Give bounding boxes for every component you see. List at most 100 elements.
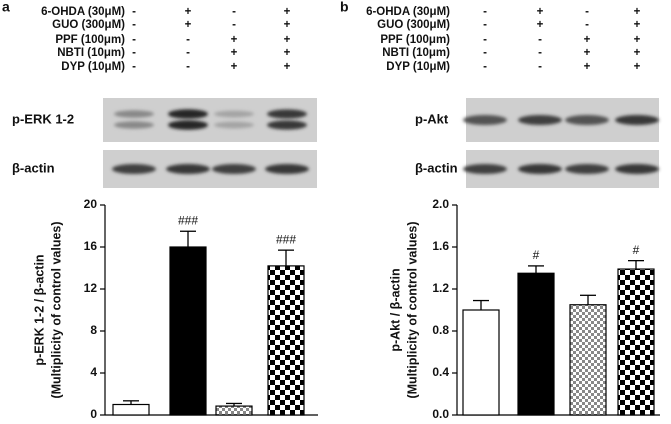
bar xyxy=(462,309,500,416)
y-axis-label: p-ERK 1-2 / β-actin xyxy=(32,254,46,365)
treatment-sign: - xyxy=(132,47,136,59)
y-tick-label: 16 xyxy=(84,239,98,253)
treatment-sign: + xyxy=(634,6,641,18)
treatment-sign: - xyxy=(132,34,136,46)
blot-band xyxy=(518,115,562,125)
treatment-sign: - xyxy=(538,34,542,46)
blot-band xyxy=(214,121,254,129)
blot-label: p-ERK 1-2 xyxy=(12,111,74,126)
treatment-sign: - xyxy=(186,34,190,46)
treatment-name: NBTI (10μm) xyxy=(382,47,450,59)
treatment-name: DYP (10μM) xyxy=(386,61,450,73)
y-axis-label: (Multiplicity of control values) xyxy=(405,221,419,398)
treatment-sign: - xyxy=(186,61,190,73)
significance-mark: # xyxy=(533,248,540,262)
y-tick-label: 1.6 xyxy=(432,239,449,253)
treatment-sign: - xyxy=(538,61,542,73)
significance-mark: # xyxy=(633,243,640,257)
treatment-sign: + xyxy=(634,47,641,59)
treatment-sign: - xyxy=(538,47,542,59)
y-tick-label: 20 xyxy=(84,197,98,211)
treatment-sign: + xyxy=(584,34,591,46)
y-axis-label: p-Akt / β-actin xyxy=(388,268,402,351)
y-tick-label: 0.8 xyxy=(432,323,449,337)
treatment-sign: + xyxy=(634,61,641,73)
bar xyxy=(169,246,207,416)
treatment-sign: - xyxy=(132,61,136,73)
y-axis-label: (Multiplicity of control values) xyxy=(49,221,63,398)
treatment-name: PPF (100μm) xyxy=(55,34,125,46)
blot-band xyxy=(463,164,507,174)
treatment-sign: - xyxy=(483,6,487,18)
blot-band xyxy=(267,120,307,130)
blot-band xyxy=(267,109,307,119)
treatment-sign: + xyxy=(634,34,641,46)
blot-band xyxy=(114,110,154,118)
bar xyxy=(617,268,655,416)
treatment-name: 6-OHDA (30μM) xyxy=(366,6,450,18)
significance-mark: ### xyxy=(276,232,296,246)
treatment-name: NBTI (10μm) xyxy=(57,47,125,59)
y-tick-label: 0.4 xyxy=(432,365,449,379)
treatment-sign: + xyxy=(284,19,291,31)
treatment-sign: + xyxy=(537,19,544,31)
y-tick-label: 0.0 xyxy=(432,407,449,421)
blot-band xyxy=(565,115,609,125)
blot-label: β-actin xyxy=(12,160,55,175)
y-tick-label: 4 xyxy=(90,365,97,379)
treatment-name: DYP (10μM) xyxy=(61,61,125,73)
blot-band xyxy=(463,115,507,125)
panel-label: a xyxy=(2,0,10,15)
treatment-sign: + xyxy=(634,19,641,31)
bar xyxy=(267,265,305,416)
bar xyxy=(569,304,607,416)
treatment-sign: - xyxy=(232,6,236,18)
treatment-sign: + xyxy=(584,61,591,73)
treatment-sign: + xyxy=(284,6,291,18)
y-tick-label: 0 xyxy=(90,407,97,421)
treatment-sign: + xyxy=(537,6,544,18)
treatment-sign: + xyxy=(185,19,192,31)
treatment-sign: - xyxy=(483,34,487,46)
significance-mark: ### xyxy=(178,213,198,227)
treatment-name: GUO (300μM) xyxy=(377,19,450,31)
y-tick-label: 12 xyxy=(84,281,98,295)
blot-band xyxy=(518,164,562,174)
treatment-name: GUO (300μM) xyxy=(52,19,125,31)
treatment-name: PPF (100μm) xyxy=(380,34,450,46)
blot-label: p-Akt xyxy=(415,111,449,126)
panel-label: b xyxy=(340,0,349,15)
blot-band xyxy=(565,164,609,174)
blot-band xyxy=(212,164,256,174)
blot-background xyxy=(103,98,317,142)
y-tick-label: 2.0 xyxy=(432,197,449,211)
treatment-sign: - xyxy=(483,19,487,31)
blot-label: β-actin xyxy=(415,160,458,175)
treatment-sign: + xyxy=(231,47,238,59)
blot-band xyxy=(615,164,659,174)
blot-band xyxy=(168,120,208,130)
treatment-name: 6-OHDA (30μM) xyxy=(41,6,125,18)
y-tick-label: 8 xyxy=(90,323,97,337)
treatment-sign: + xyxy=(231,34,238,46)
treatment-sign: + xyxy=(284,34,291,46)
treatment-sign: - xyxy=(232,19,236,31)
blot-band xyxy=(114,121,154,129)
treatment-sign: + xyxy=(284,61,291,73)
treatment-sign: + xyxy=(185,6,192,18)
y-tick-label: 1.2 xyxy=(432,281,449,295)
blot-band xyxy=(214,110,254,118)
bar xyxy=(112,403,150,416)
treatment-sign: + xyxy=(231,61,238,73)
bar xyxy=(517,272,555,416)
treatment-sign: + xyxy=(284,47,291,59)
treatment-sign: + xyxy=(584,47,591,59)
treatment-sign: - xyxy=(483,47,487,59)
bar xyxy=(215,405,253,416)
treatment-sign: - xyxy=(132,6,136,18)
treatment-sign: - xyxy=(585,6,589,18)
blot-band xyxy=(168,109,208,119)
blot-band xyxy=(112,164,156,174)
blot-band xyxy=(615,115,659,125)
treatment-sign: - xyxy=(483,61,487,73)
